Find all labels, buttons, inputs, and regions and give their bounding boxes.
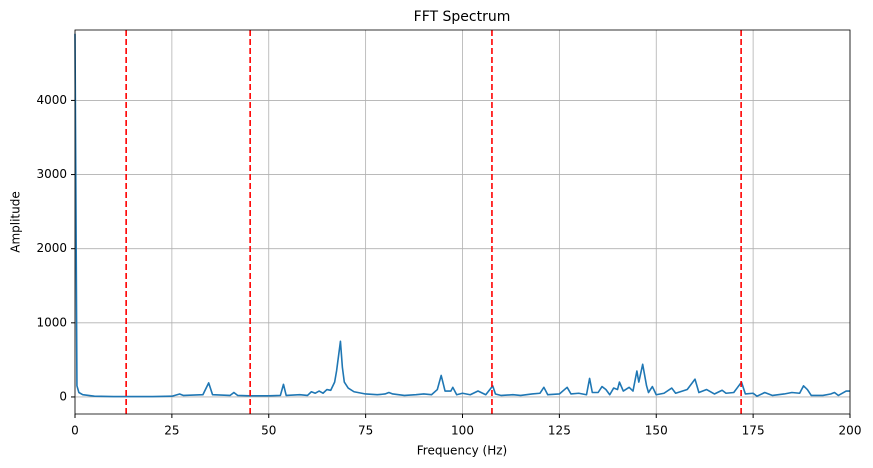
y-tick-label: 2000 bbox=[36, 241, 67, 255]
y-tick-label: 0 bbox=[59, 389, 67, 403]
plot-frame bbox=[74, 29, 851, 415]
y-tick-label: 1000 bbox=[36, 315, 67, 329]
x-tick-label: 150 bbox=[645, 424, 668, 438]
x-tick-label: 125 bbox=[548, 424, 571, 438]
x-tick-label: 50 bbox=[261, 424, 276, 438]
y-tick-label: 4000 bbox=[36, 93, 67, 107]
x-tick-label: 75 bbox=[358, 424, 373, 438]
y-axis-label: Amplitude bbox=[9, 191, 23, 253]
x-tick-label: 200 bbox=[839, 424, 862, 438]
chart-title: FFT Spectrum bbox=[414, 9, 511, 25]
x-tick-label: 175 bbox=[742, 424, 765, 438]
y-tick-label: 3000 bbox=[36, 167, 67, 181]
x-axis-label: Frequency (Hz) bbox=[417, 444, 508, 458]
x-tick-label: 0 bbox=[71, 424, 79, 438]
x-tick-label: 25 bbox=[164, 424, 179, 438]
spectrum-line bbox=[74, 33, 850, 398]
x-tick-label: 100 bbox=[451, 424, 474, 438]
